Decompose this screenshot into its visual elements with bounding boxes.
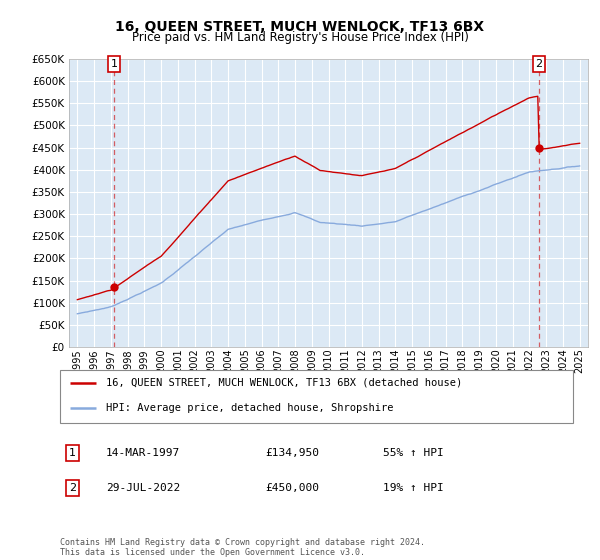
Text: 2: 2 <box>69 483 76 493</box>
Text: 16, QUEEN STREET, MUCH WENLOCK, TF13 6BX (detached house): 16, QUEEN STREET, MUCH WENLOCK, TF13 6BX… <box>106 378 463 388</box>
Text: 16, QUEEN STREET, MUCH WENLOCK, TF13 6BX: 16, QUEEN STREET, MUCH WENLOCK, TF13 6BX <box>115 20 485 34</box>
Text: 29-JUL-2022: 29-JUL-2022 <box>106 483 181 493</box>
Text: Price paid vs. HM Land Registry's House Price Index (HPI): Price paid vs. HM Land Registry's House … <box>131 31 469 44</box>
FancyBboxPatch shape <box>60 370 573 423</box>
Text: 19% ↑ HPI: 19% ↑ HPI <box>383 483 444 493</box>
Text: £450,000: £450,000 <box>265 483 319 493</box>
Text: HPI: Average price, detached house, Shropshire: HPI: Average price, detached house, Shro… <box>106 403 394 413</box>
Text: 1: 1 <box>70 448 76 458</box>
Text: 1: 1 <box>111 59 118 69</box>
Text: 14-MAR-1997: 14-MAR-1997 <box>106 448 181 458</box>
Text: 55% ↑ HPI: 55% ↑ HPI <box>383 448 444 458</box>
Text: 2: 2 <box>535 59 542 69</box>
Text: £134,950: £134,950 <box>265 448 319 458</box>
Text: Contains HM Land Registry data © Crown copyright and database right 2024.
This d: Contains HM Land Registry data © Crown c… <box>60 538 425 557</box>
